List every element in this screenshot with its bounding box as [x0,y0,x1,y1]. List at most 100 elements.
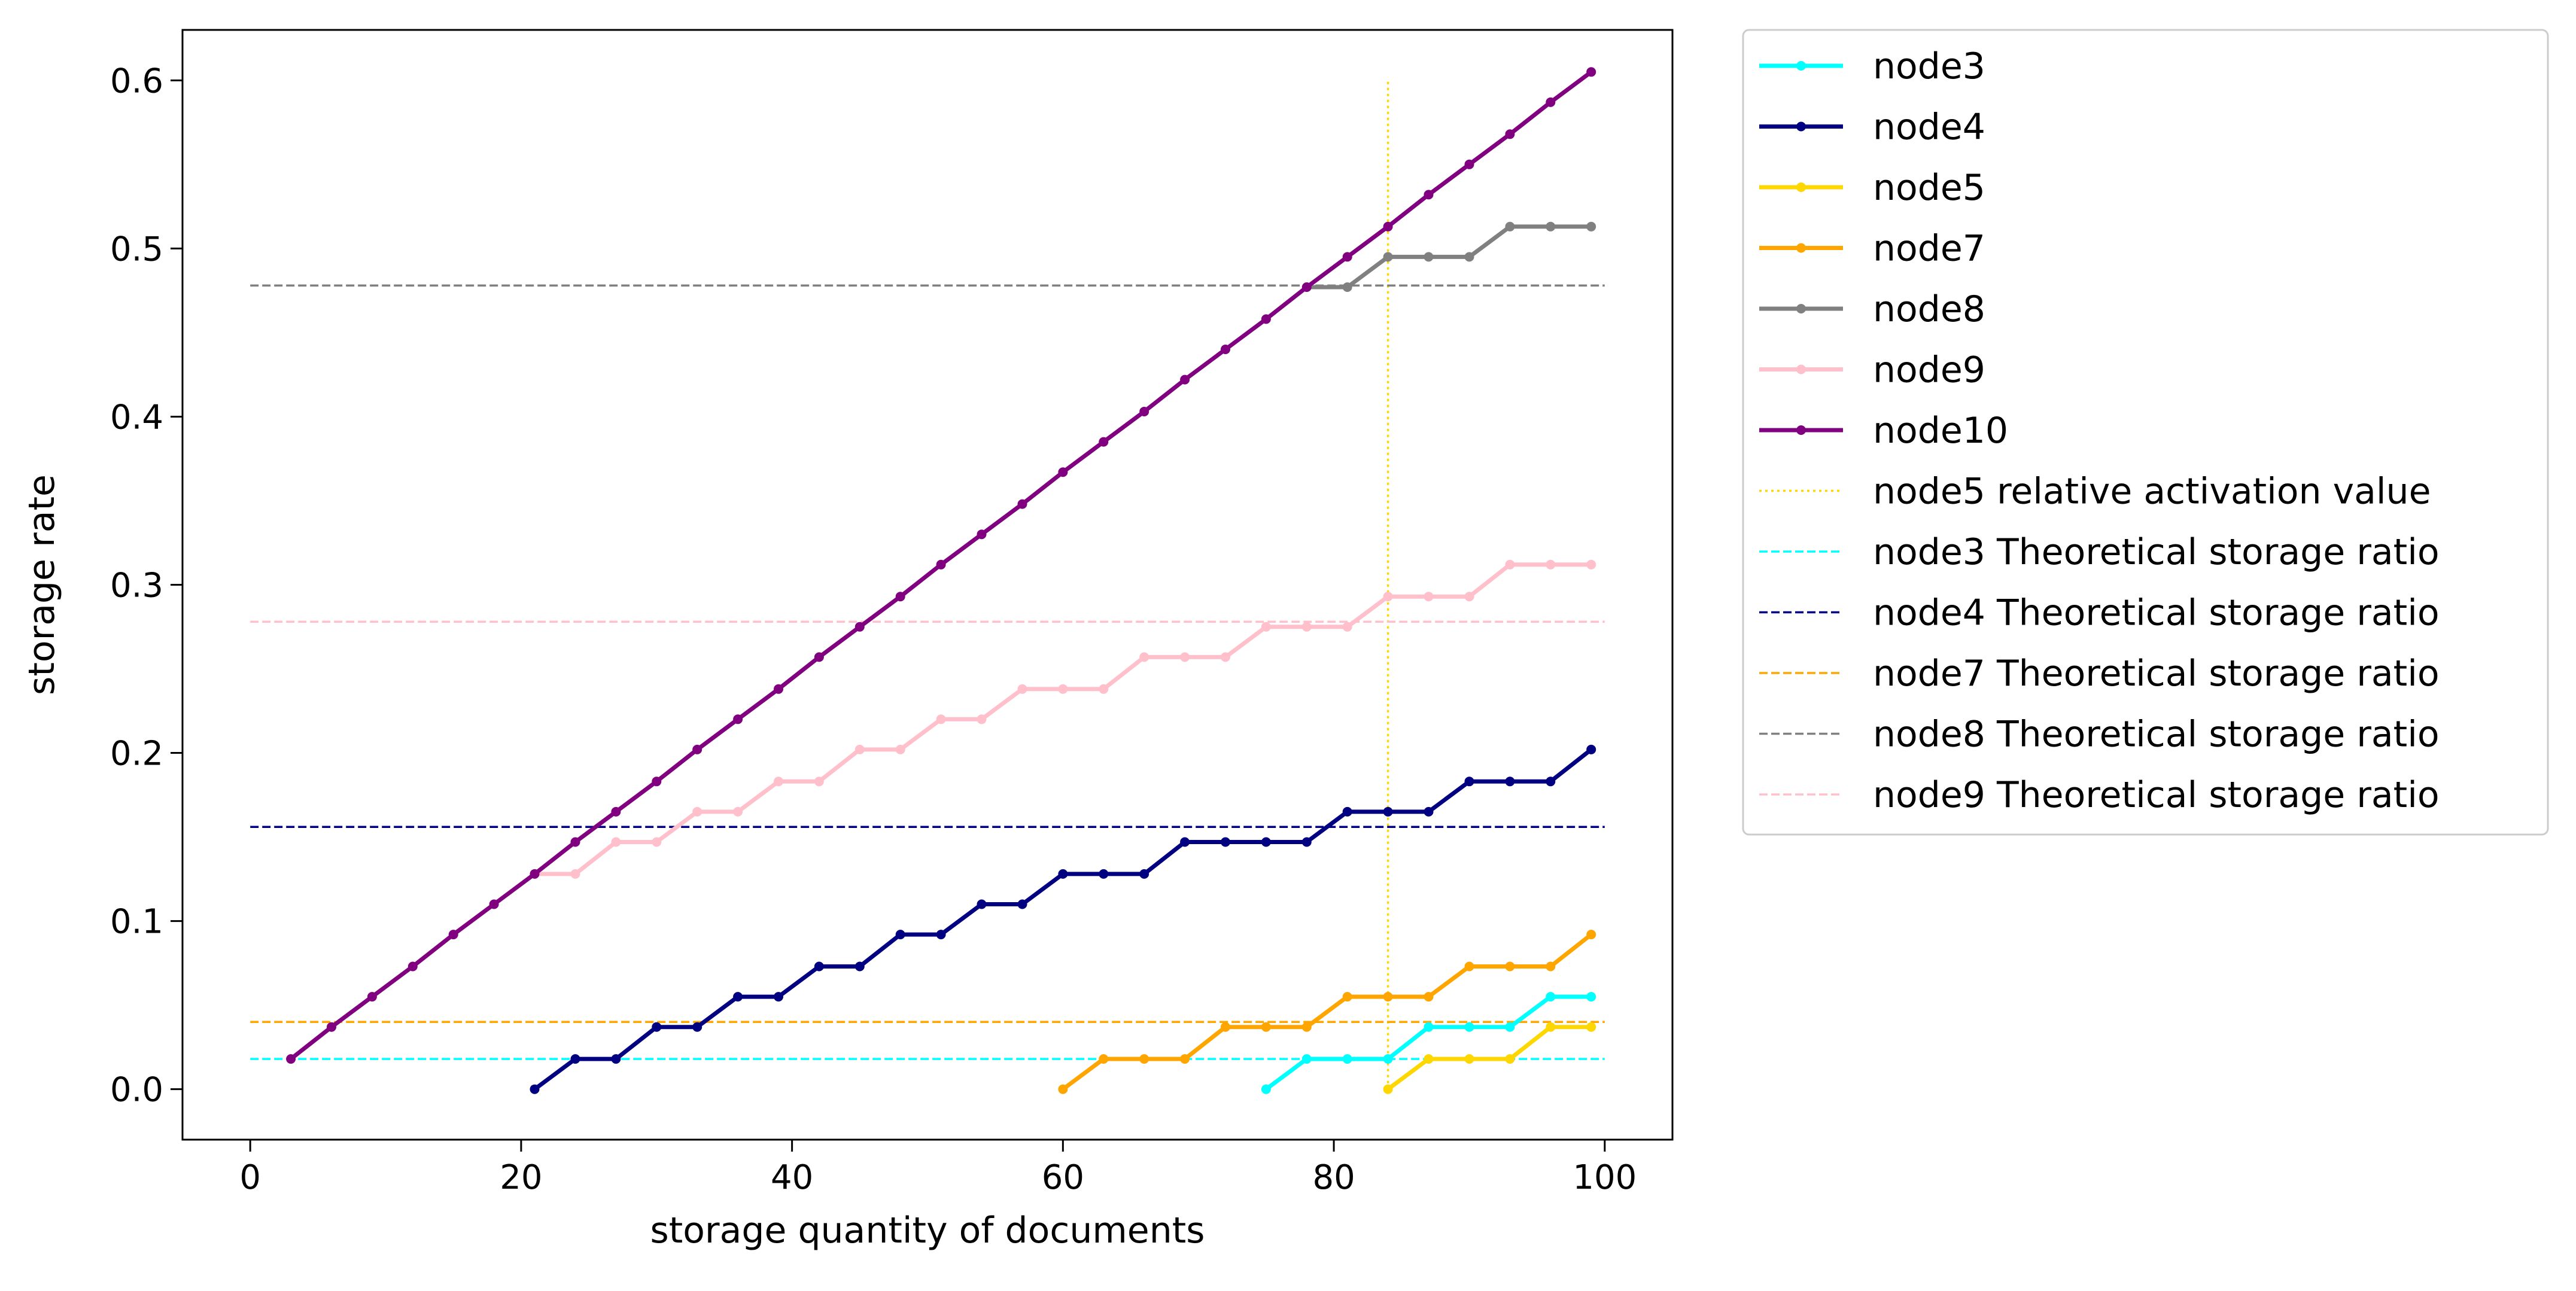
legend-label: node9 Theoretical storage ratio [1873,774,2440,816]
data-point [1342,282,1352,292]
legend-marker [1796,61,1806,71]
data-point [1586,221,1596,232]
data-point [1180,374,1190,385]
x-tick-label: 20 [500,1158,542,1197]
data-point [814,777,824,787]
data-point [1058,467,1068,477]
legend-label: node3 Theoretical storage ratio [1873,531,2440,573]
data-point [977,529,987,540]
data-point [814,961,824,972]
series-node3 [1261,992,1596,1094]
data-point [327,1022,336,1032]
data-point [1586,744,1596,754]
legend-marker [1796,304,1806,313]
series-node9 [530,559,1596,879]
data-point [1139,407,1149,416]
data-point [1301,1022,1312,1032]
data-point [652,837,662,847]
legend-label: node4 Theoretical storage ratio [1873,592,2440,634]
data-point [977,714,987,724]
data-point [1424,1022,1434,1032]
legend-item: node10 [1759,410,2008,452]
data-point [854,622,865,632]
data-point [286,1054,296,1064]
legend-label: node4 [1873,106,1985,148]
data-point [1180,652,1190,662]
data-point [1464,1054,1474,1064]
data-point [1546,97,1556,107]
series-line-node5 [1386,1025,1592,1091]
x-tick-label: 80 [1312,1158,1355,1197]
legend-item: node3 [1759,45,1985,87]
data-point [1464,777,1474,787]
legend-item: node8 [1759,288,1985,330]
y-axis-label: storage rate [21,474,63,695]
data-point [1424,252,1434,262]
data-point [1546,961,1556,972]
data-point [1099,1054,1109,1064]
legend-marker [1796,121,1806,132]
data-point [895,930,905,940]
data-point [367,992,377,1002]
data-point [1505,559,1515,570]
data-point [1301,1054,1312,1064]
series-line-node4 [533,748,1593,1091]
data-point [448,930,458,940]
data-point [1383,1084,1393,1094]
data-point [1261,622,1271,632]
y-tick-label: 0.5 [110,230,163,269]
data-point [895,592,905,602]
data-point [1586,930,1596,940]
data-point [1424,806,1434,817]
data-point [1424,592,1434,602]
data-point [611,837,621,847]
data-point [1586,559,1596,570]
data-point [774,684,783,694]
x-tick-label: 100 [1573,1158,1637,1197]
data-point [1383,252,1393,262]
data-point [1424,1054,1434,1064]
data-point [936,559,946,570]
data-point [1342,806,1352,817]
data-point [936,714,946,724]
legend-item: node7 [1759,228,1985,270]
legend-item: node4 Theoretical storage ratio [1759,592,2440,634]
legend-item: node7 Theoretical storage ratio [1759,653,2440,695]
data-point [1221,345,1230,354]
x-tick-label: 40 [771,1158,813,1197]
data-point [854,961,865,972]
data-point [530,1084,540,1094]
y-tick-label: 0.3 [110,567,163,605]
data-point [1221,837,1230,847]
series-node7 [1058,930,1596,1094]
data-point [1180,837,1190,847]
data-point [1058,684,1068,694]
data-point [1424,190,1434,200]
data-point [774,992,783,1002]
data-point [407,961,418,972]
data-point [1261,1022,1271,1032]
data-point [1139,1054,1149,1064]
x-tick-label: 0 [239,1158,261,1197]
data-point [1505,961,1515,972]
data-point [854,744,865,754]
data-point [1342,252,1352,262]
data-point [1464,252,1474,262]
series-lines [286,67,1596,1094]
series-node10 [286,67,1596,1064]
legend-item: node4 [1759,106,1985,148]
data-point [1505,221,1515,232]
y-tick-label: 0.4 [110,398,163,437]
y-tick-label: 0.1 [110,903,163,942]
data-point [570,1054,580,1064]
data-point [1017,684,1027,694]
legend-label: node5 [1873,167,1985,209]
legend-marker [1796,182,1806,192]
data-point [1546,1022,1556,1032]
y-axis: 0.0 0.1 0.2 0.3 0.4 0.5 0.6 [110,62,183,1110]
data-point [1342,622,1352,632]
data-point [1505,129,1515,139]
data-point [570,869,580,879]
data-point [1505,777,1515,787]
